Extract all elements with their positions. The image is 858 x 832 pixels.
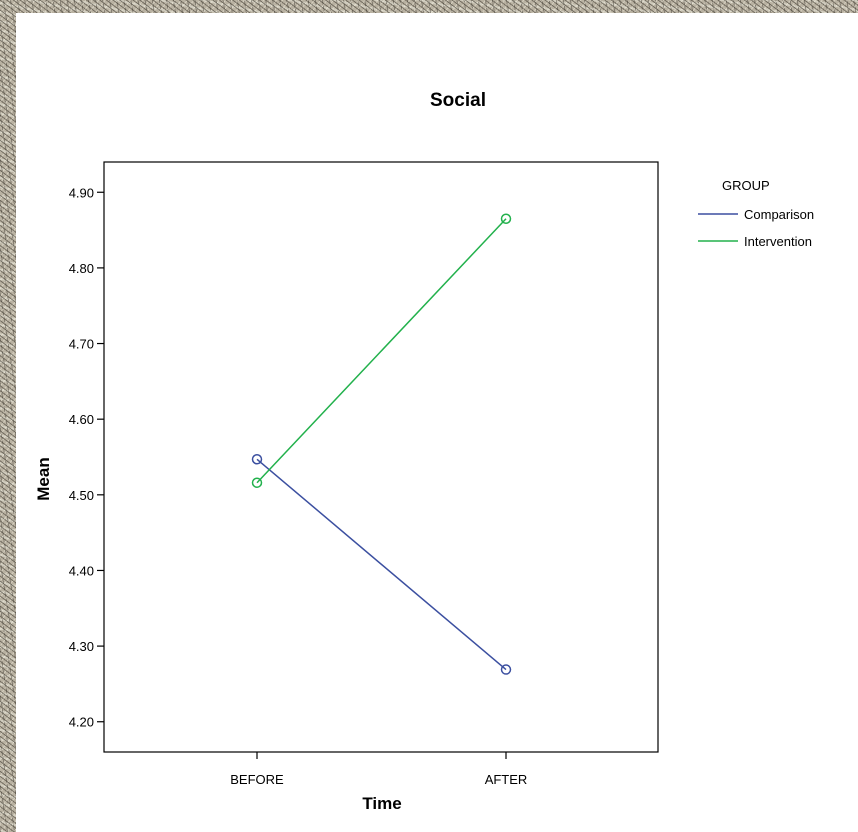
y-axis-title: Mean [34, 457, 53, 500]
data-point-intervention [500, 213, 512, 224]
y-tick-label: 4.60 [69, 412, 94, 427]
y-tick-label: 4.90 [69, 185, 94, 200]
data-point-intervention [251, 477, 263, 488]
y-axis: 4.20 4.30 4.40 4.50 4.60 4.70 4.80 4.90 [69, 185, 104, 730]
x-axis: BEFORE AFTER [230, 752, 527, 787]
legend-label-intervention: Intervention [744, 234, 812, 249]
y-tick-label: 4.70 [69, 337, 94, 352]
data-point-comparison [500, 664, 512, 675]
y-tick-label: 4.20 [69, 715, 94, 730]
x-tick-label: AFTER [485, 772, 528, 787]
y-tick-label: 4.30 [69, 639, 94, 654]
y-tick-label: 4.50 [69, 488, 94, 503]
series-line-comparison [256, 458, 507, 671]
chart-title: Social [430, 90, 486, 111]
plot-area-frame [103, 161, 659, 753]
series-line-intervention [256, 218, 507, 484]
x-axis-title: Time [362, 794, 401, 813]
legend: GROUP Comparison Intervention [698, 178, 814, 249]
legend-label-comparison: Comparison [744, 207, 814, 222]
y-tick-label: 4.80 [69, 261, 94, 276]
line-chart: Social 4.204.304.404.504.604.704.804.90 … [34, 90, 814, 813]
series-layer [251, 213, 512, 675]
data-point-comparison [251, 454, 263, 465]
x-tick-label: BEFORE [230, 772, 284, 787]
y-tick-label: 4.40 [69, 563, 94, 578]
legend-title: GROUP [722, 178, 770, 193]
chart-panel: Social 4.20 4.30 4.40 4.50 4.60 4.70 4.80 4.90 … [16, 13, 858, 832]
